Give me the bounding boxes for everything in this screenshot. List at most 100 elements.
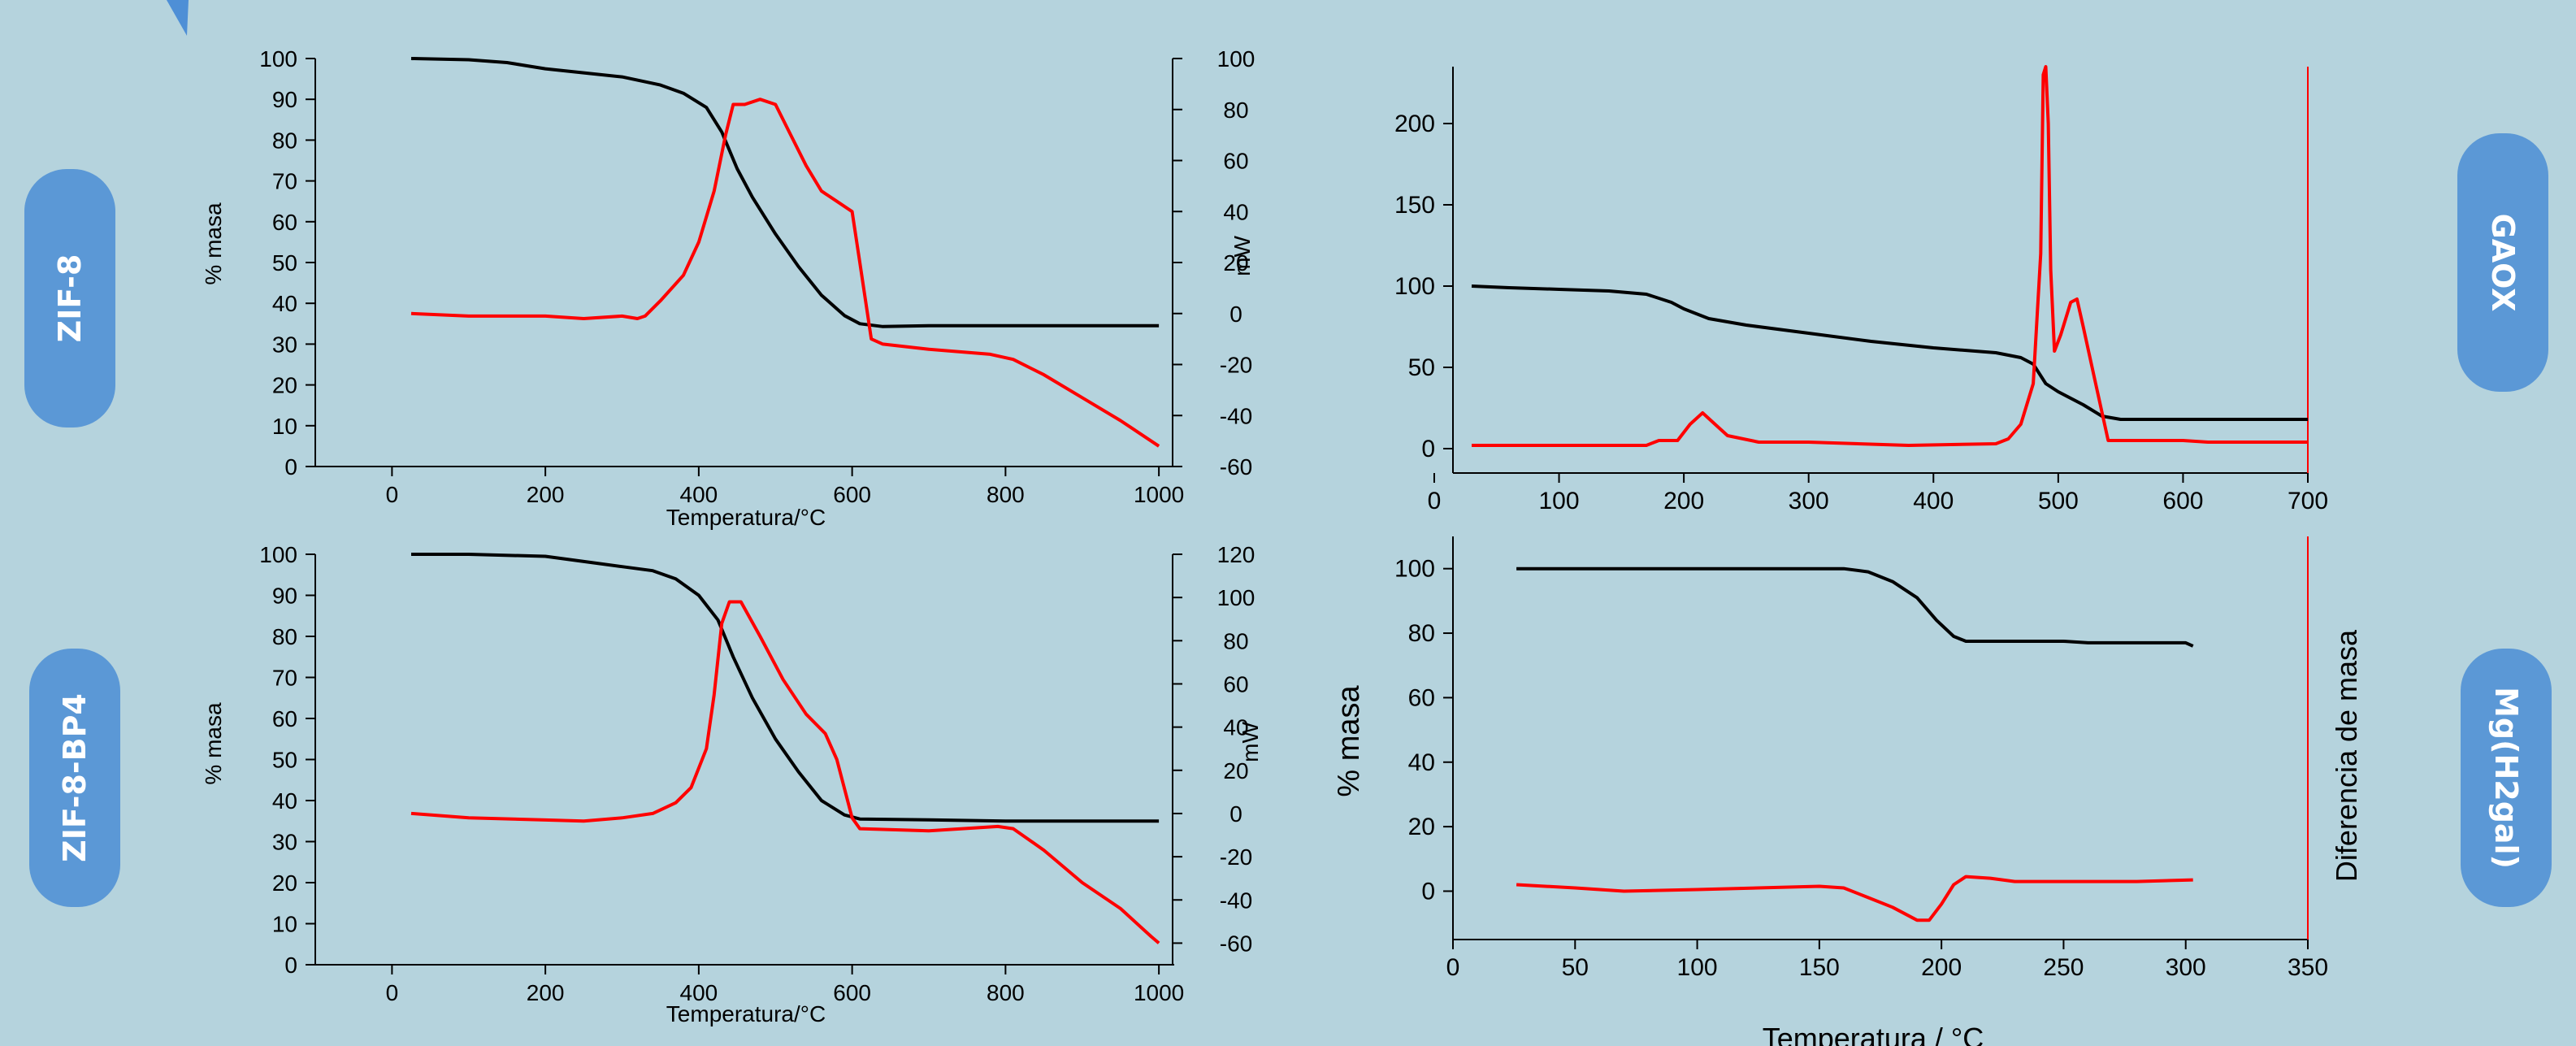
chart-zif8bp4: 0 200 400 600 800 10000102030405060708090100-… bbox=[201, 542, 1263, 1026]
mass-curve bbox=[1516, 566, 2194, 648]
mass-curve bbox=[1471, 284, 2308, 421]
mass-curve bbox=[410, 57, 1160, 328]
badge-zif8-label: ZIF-8 bbox=[52, 254, 88, 343]
y2-tick-label: 20 bbox=[1223, 758, 1248, 783]
y-tick-label: 70 bbox=[272, 666, 297, 691]
y-tick-label: 20 bbox=[1408, 814, 1435, 840]
y-tick-label: 50 bbox=[1408, 354, 1435, 381]
x-tick-label: 500 bbox=[2038, 488, 2079, 514]
y-tick-label: 0 bbox=[1421, 878, 1435, 905]
y-tick-label: 80 bbox=[272, 128, 297, 153]
x-tick-label: 300 bbox=[1789, 488, 1829, 514]
y-tick-label: 150 bbox=[1394, 192, 1435, 219]
y-tick-label: 60 bbox=[272, 210, 297, 235]
x-tick-label: 0 bbox=[1428, 488, 1442, 514]
y-tick-label: 30 bbox=[272, 830, 297, 855]
x-tick-label: 250 bbox=[2043, 954, 2084, 981]
x-tick-label: 200 bbox=[527, 980, 565, 1005]
x-tick-label: 300 bbox=[2166, 954, 2206, 981]
x-tick-label: 800 bbox=[987, 482, 1025, 507]
y-tick-label: 80 bbox=[1408, 620, 1435, 647]
y2-tick-label: 60 bbox=[1223, 671, 1248, 697]
x-tick-label: 600 bbox=[833, 482, 871, 507]
x-tick-label: 350 bbox=[2288, 954, 2328, 981]
y-tick-label: 100 bbox=[259, 46, 297, 72]
y-tick-label: 20 bbox=[272, 870, 297, 896]
x-tick-label: 200 bbox=[1663, 488, 1704, 514]
x-tick-label: 400 bbox=[1913, 488, 1954, 514]
y2-tick-label: 100 bbox=[1217, 46, 1255, 72]
y-tick-label: 60 bbox=[272, 706, 297, 731]
x-tick-label: 0 bbox=[386, 980, 399, 1005]
x-tick-label: 400 bbox=[680, 482, 718, 507]
y2-axis-title: mW bbox=[1238, 722, 1263, 762]
x-tick-label: 1000 bbox=[1134, 482, 1184, 507]
x-tick-label: 800 bbox=[987, 980, 1025, 1005]
y-tick-label: 100 bbox=[1394, 273, 1435, 300]
y-tick-label: 40 bbox=[272, 788, 297, 814]
badge-zif8: ZIF-8 bbox=[24, 169, 115, 428]
y2-tick-label: 0 bbox=[1229, 302, 1242, 327]
y-tick-label: 30 bbox=[272, 332, 297, 357]
signal-curve bbox=[410, 98, 1160, 448]
badge-zif8bp4-label: ZIF-8-BP4 bbox=[57, 693, 93, 862]
chart-mg: 0 50 100 150 200 250 300 350 0 20 40 60 80 100 Tempera… bbox=[1332, 536, 2363, 1046]
y-tick-label: 50 bbox=[272, 250, 297, 276]
y-tick-label: 90 bbox=[272, 87, 297, 112]
y2-tick-label: 20 bbox=[1223, 250, 1248, 276]
y2-tick-label: -60 bbox=[1220, 454, 1252, 480]
y-axis-title: % masa bbox=[1332, 685, 1366, 797]
y-tick-label: 0 bbox=[284, 953, 297, 978]
y-tick-label: 200 bbox=[1394, 111, 1435, 137]
x-tick-label: 50 bbox=[1562, 954, 1589, 981]
y2-axis-title: Diferencia de masa bbox=[2330, 629, 2363, 882]
y-tick-label: 40 bbox=[272, 291, 297, 316]
y-axis-title: % masa bbox=[201, 702, 226, 785]
x-tick-label: 100 bbox=[1539, 488, 1580, 514]
x-tick-label: 600 bbox=[833, 980, 871, 1005]
y-tick-label: 90 bbox=[272, 584, 297, 609]
y-axis-title: % masa bbox=[201, 202, 226, 285]
x-tick-label: 0 bbox=[1446, 954, 1460, 981]
badge-mg-label: Mg(H2gal) bbox=[2488, 687, 2524, 869]
y-tick-label: 100 bbox=[1394, 556, 1435, 583]
y2-tick-label: -40 bbox=[1220, 888, 1252, 913]
y-tick-label: 100 bbox=[259, 542, 297, 567]
y2-tick-label: 60 bbox=[1223, 149, 1248, 174]
y2-tick-label: -20 bbox=[1220, 844, 1252, 870]
y-tick-label: 10 bbox=[272, 912, 297, 937]
signal-curve bbox=[1472, 65, 2308, 447]
y-tick-label: 60 bbox=[1408, 684, 1435, 711]
badge-zif8bp4: ZIF-8-BP4 bbox=[29, 649, 120, 907]
mass-curve bbox=[411, 553, 1160, 823]
x-tick-label: 1000 bbox=[1134, 980, 1184, 1005]
x-tick-label: 600 bbox=[2162, 488, 2203, 514]
badge-mg: Mg(H2gal) bbox=[2461, 649, 2552, 907]
y2-tick-label: 100 bbox=[1217, 585, 1255, 610]
signal-curve bbox=[410, 600, 1160, 944]
chart-zif8: 0 200 400 600 800 10000102030405060708090100-… bbox=[201, 46, 1255, 530]
y2-tick-label: 80 bbox=[1223, 98, 1248, 123]
x-axis-title: Temperatura/°C bbox=[666, 1001, 826, 1026]
y-tick-label: 0 bbox=[1421, 436, 1435, 462]
y-tick-label: 20 bbox=[272, 373, 297, 398]
x-tick-label: 200 bbox=[1921, 954, 1962, 981]
y-tick-label: 70 bbox=[272, 169, 297, 194]
chart-gaox: 0 100 200 300 400 500 600 700 0 50 100 150 200 bbox=[1394, 65, 2328, 514]
y2-tick-label: 40 bbox=[1223, 199, 1248, 224]
y2-tick-label: -40 bbox=[1220, 403, 1252, 428]
y-tick-label: 10 bbox=[272, 414, 297, 439]
corner-triangle bbox=[167, 0, 189, 36]
x-axis-title: Temperatura/°C bbox=[666, 505, 826, 530]
y2-tick-label: 80 bbox=[1223, 628, 1248, 653]
x-tick-label: 200 bbox=[527, 482, 565, 507]
y-tick-label: 40 bbox=[1408, 749, 1435, 776]
x-tick-label: 400 bbox=[680, 980, 718, 1005]
signal-curve bbox=[1516, 875, 2193, 922]
x-axis-title: Temperatura / °C bbox=[1763, 1022, 1984, 1046]
y2-axis-title: mW bbox=[1229, 236, 1255, 276]
badge-gaox-label: GAOX bbox=[2485, 214, 2521, 312]
y-tick-label: 80 bbox=[272, 624, 297, 649]
y2-tick-label: 40 bbox=[1223, 715, 1248, 740]
